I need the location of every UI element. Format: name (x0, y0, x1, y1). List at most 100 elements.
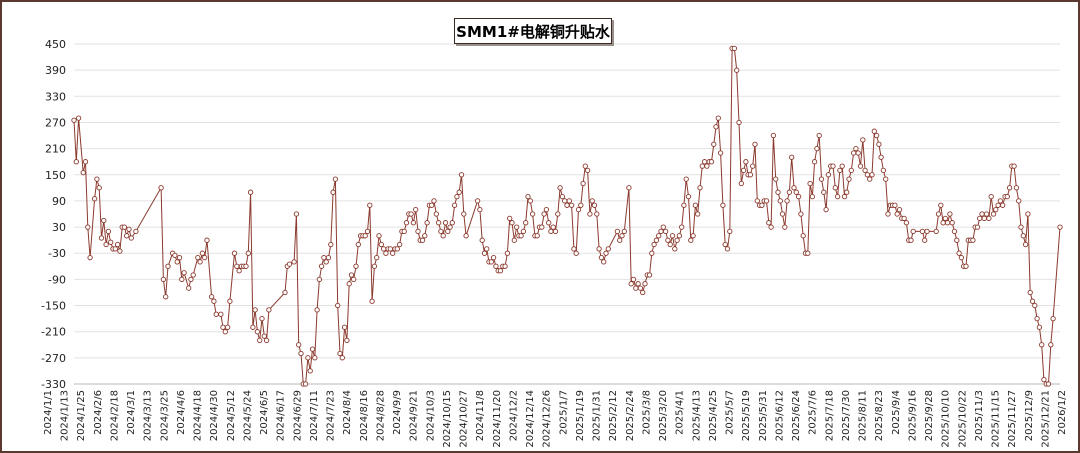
data-point (220, 324, 226, 330)
data-point (628, 281, 634, 287)
data-point (98, 235, 105, 241)
data-point (983, 211, 990, 217)
x-tick-label: 2025/12/9 (1024, 390, 1035, 441)
data-point (261, 333, 267, 339)
data-point (1004, 193, 1010, 200)
x-tick-label: 2024/7/23 (326, 390, 337, 441)
data-point (458, 172, 465, 178)
x-tick-label: 2025/4/13 (691, 390, 702, 441)
data-point (990, 211, 997, 217)
data-point (580, 180, 586, 187)
data-point (993, 206, 999, 213)
data-point (234, 263, 240, 269)
data-point (383, 250, 389, 256)
data-point (981, 215, 987, 222)
data-point (759, 202, 765, 208)
data-point (738, 180, 744, 187)
data-point (337, 350, 343, 357)
y-tick-label: -270 (41, 352, 66, 365)
x-tick-label: 2024/4/30 (209, 390, 220, 441)
data-point (816, 132, 822, 139)
x-tick-label: 2025/6/24 (791, 390, 802, 441)
data-point (245, 250, 251, 256)
data-point (676, 233, 683, 239)
data-point (798, 211, 804, 217)
y-tick-label: 90 (52, 195, 66, 208)
data-point (754, 198, 760, 204)
x-tick-label: 2024/1/25 (76, 390, 87, 441)
data-point (1022, 241, 1029, 248)
data-point (390, 250, 396, 256)
data-point (497, 268, 504, 274)
data-point (511, 237, 517, 243)
data-point (252, 307, 258, 313)
data-point (504, 250, 511, 256)
data-point (731, 45, 738, 52)
data-point (243, 263, 249, 269)
x-tick-label: 2025/11/27 (1007, 390, 1018, 448)
data-point (488, 259, 494, 265)
x-tick-label: 2024/3/25 (159, 390, 170, 441)
data-point (410, 220, 417, 226)
data-point (924, 228, 930, 235)
x-tick-label: 2024/10/15 (442, 390, 453, 448)
data-point (291, 259, 297, 265)
data-point (477, 206, 483, 213)
data-point (986, 215, 992, 222)
data-point (263, 337, 270, 344)
data-point (1036, 324, 1043, 330)
data-point (91, 196, 98, 202)
data-point (880, 167, 887, 174)
data-point (188, 276, 194, 283)
data-point (314, 307, 320, 313)
data-point (903, 220, 910, 226)
data-point (1041, 376, 1047, 383)
data-point (619, 233, 625, 239)
data-point (642, 281, 648, 287)
data-point (1057, 224, 1063, 230)
data-point (793, 189, 799, 195)
grid-lines (74, 43, 1060, 385)
data-point (332, 176, 339, 182)
data-point (422, 233, 428, 239)
data-point (199, 250, 206, 256)
data-point (571, 246, 577, 252)
data-point (355, 241, 361, 248)
data-point (690, 233, 696, 239)
data-point (213, 311, 219, 317)
data-point (878, 154, 884, 160)
data-point (1020, 233, 1026, 239)
x-tick-label: 2025/10/22 (957, 390, 968, 448)
data-point (114, 241, 121, 248)
data-point (681, 202, 687, 208)
x-tick-label: 2024/5/12 (226, 390, 237, 441)
data-point (346, 281, 352, 287)
data-point (435, 220, 442, 226)
data-point (825, 172, 832, 178)
data-point (474, 198, 481, 204)
data-point (165, 263, 171, 269)
series-line (73, 47, 1061, 385)
data-point (82, 159, 89, 165)
data-point (910, 228, 916, 235)
data-point (413, 206, 419, 213)
data-point (1013, 185, 1020, 191)
data-point (1000, 202, 1006, 208)
data-point (779, 211, 786, 217)
data-point (490, 254, 497, 261)
data-point (795, 193, 802, 200)
x-tick-label: 2024/3/13 (143, 390, 154, 441)
data-point (527, 198, 533, 204)
data-point (231, 250, 238, 256)
data-point (266, 307, 272, 313)
data-point (947, 211, 953, 217)
x-tick-label: 2025/3/8 (641, 390, 652, 435)
x-tick-label: 2024/9/21 (409, 390, 420, 441)
data-point (853, 145, 859, 152)
data-point (743, 159, 749, 165)
data-point (112, 246, 118, 252)
data-point (933, 228, 939, 235)
data-point (679, 224, 685, 230)
data-point (617, 237, 623, 243)
data-point (1034, 315, 1040, 322)
